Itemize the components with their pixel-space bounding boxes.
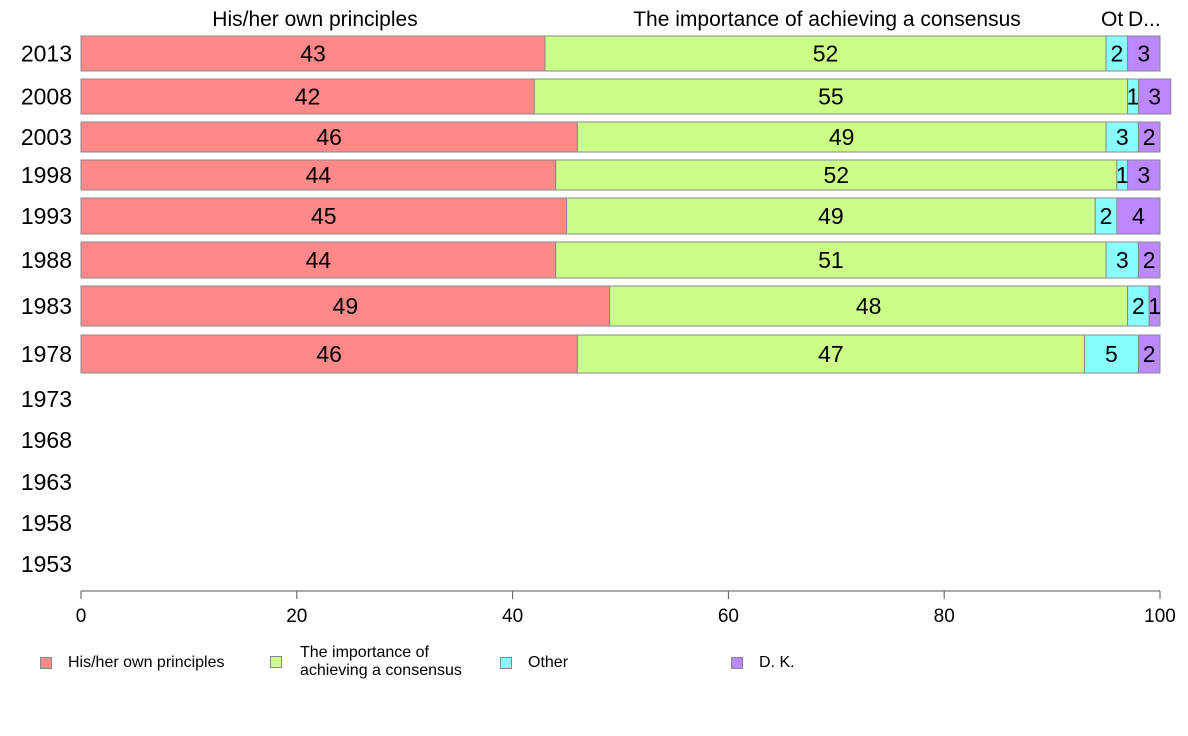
bar-segment — [80, 121, 578, 153]
legend-swatch — [731, 657, 743, 669]
legend-swatch — [500, 657, 512, 669]
bar-segment — [80, 334, 578, 374]
x-tick-label: 20 — [286, 606, 307, 627]
bar-segment — [576, 121, 1107, 153]
bar-segment — [1127, 35, 1161, 72]
legend-label: D. K. — [759, 654, 795, 671]
series-top-label: His/her own principles — [212, 8, 417, 31]
data-label: 2 — [1100, 203, 1113, 229]
y-tick-label: 1983 — [21, 293, 72, 319]
bar-segment — [80, 159, 557, 191]
y-tick-label: 1978 — [21, 341, 72, 367]
data-label: 3 — [1116, 247, 1129, 273]
bar-segment — [80, 241, 557, 279]
bar-segment — [1137, 78, 1172, 115]
series-top-label: Ot — [1101, 8, 1123, 31]
bar-segment — [544, 35, 1107, 72]
legend-swatch — [40, 657, 52, 669]
bar-segment — [566, 197, 1096, 235]
data-label: 48 — [856, 293, 882, 319]
y-tick-label: 2008 — [21, 84, 72, 110]
legend-label: The importance of achieving a consensus — [300, 644, 462, 679]
data-label: 2 — [1132, 293, 1145, 319]
data-label: 52 — [824, 162, 850, 188]
data-label: 3 — [1116, 124, 1129, 150]
data-label: 4 — [1132, 203, 1145, 229]
series-top-label: D... — [1128, 8, 1161, 31]
y-tick-label: 1968 — [21, 427, 72, 453]
y-tick-label: 1963 — [21, 469, 72, 495]
data-label: 2 — [1110, 41, 1123, 67]
bar-segment — [80, 285, 611, 327]
x-tick-label: 40 — [502, 606, 523, 627]
bar-segment — [1148, 285, 1161, 327]
legend-item-principles: His/her own principles — [40, 654, 225, 672]
data-label: 3 — [1137, 41, 1150, 67]
y-tick-label: 1988 — [21, 247, 72, 273]
data-label: 1 — [1116, 162, 1129, 188]
bar-segment — [555, 159, 1118, 191]
data-label: 45 — [311, 203, 337, 229]
bar-segment — [533, 78, 1129, 115]
bar-segment — [1083, 334, 1139, 374]
bar-segment — [555, 241, 1107, 279]
y-tick-label: 1953 — [21, 551, 72, 577]
bar-segment — [1137, 241, 1161, 279]
data-label: 49 — [333, 293, 359, 319]
bar-segment — [1116, 197, 1161, 235]
data-label: 46 — [316, 341, 342, 367]
bar-segment — [1137, 334, 1161, 374]
y-tick-label: 1993 — [21, 203, 72, 229]
legend-label: His/her own principles — [68, 654, 225, 671]
legend-swatch — [270, 656, 282, 668]
legend: His/her own principles The importance of… — [0, 644, 1188, 684]
data-label: 2 — [1143, 341, 1156, 367]
data-label: 2 — [1143, 247, 1156, 273]
data-label: 43 — [300, 41, 326, 67]
data-label: 1 — [1127, 84, 1140, 110]
bar-segment — [1137, 121, 1161, 153]
legend-item-other: Other — [500, 654, 568, 672]
bar-segment — [80, 35, 546, 72]
y-tick-label: 1958 — [21, 510, 72, 536]
y-tick-label: 1973 — [21, 386, 72, 412]
data-label: 1 — [1148, 293, 1161, 319]
legend-item-consensus: The importance of achieving a consensus — [270, 644, 462, 680]
bar-segment — [1127, 159, 1161, 191]
bar-segment — [1105, 241, 1139, 279]
data-label: 47 — [818, 341, 844, 367]
x-tick-label: 60 — [718, 606, 739, 627]
stacked-bar-chart: His/her own principles The importance of … — [21, 8, 1176, 627]
data-label: 44 — [306, 162, 332, 188]
y-tick-label: 2013 — [21, 41, 72, 67]
legend-item-dk: D. K. — [731, 654, 795, 672]
y-tick-label: 2003 — [21, 124, 72, 150]
data-label: 42 — [295, 84, 321, 110]
legend-label: Other — [528, 654, 569, 671]
series-top-label: The importance of achieving a consensus — [633, 8, 1021, 31]
data-label: 52 — [813, 41, 839, 67]
bar-segment — [576, 334, 1085, 374]
data-label: 2 — [1143, 124, 1156, 150]
data-label: 46 — [316, 124, 342, 150]
bar-segment — [609, 285, 1129, 327]
data-label: 5 — [1105, 341, 1118, 367]
x-tick-label: 100 — [1144, 606, 1176, 627]
data-label: 3 — [1137, 162, 1150, 188]
data-label: 49 — [818, 203, 844, 229]
data-label: 51 — [818, 247, 844, 273]
data-label: 49 — [829, 124, 855, 150]
data-label: 44 — [306, 247, 332, 273]
x-tick-label: 0 — [76, 606, 87, 627]
data-label: 55 — [818, 84, 844, 110]
y-tick-label: 1998 — [21, 162, 72, 188]
bar-segment — [80, 78, 535, 115]
data-label: 3 — [1148, 84, 1161, 110]
x-tick-label: 80 — [934, 606, 955, 627]
